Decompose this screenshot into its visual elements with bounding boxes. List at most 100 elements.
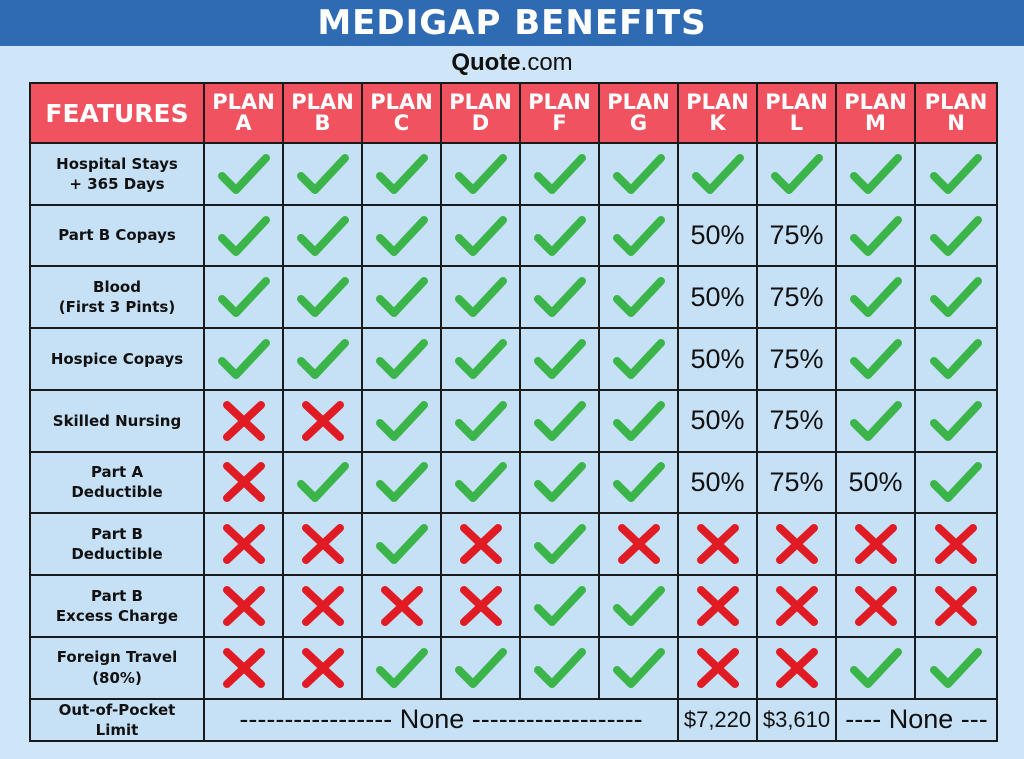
checkmark-cell bbox=[835, 327, 916, 391]
feature-label: Part A Deductible bbox=[29, 450, 205, 515]
checkmark-icon bbox=[205, 152, 282, 196]
coverage-percent: 50% bbox=[677, 203, 758, 268]
checkmark-cell bbox=[598, 450, 679, 515]
checkmark-cell bbox=[440, 142, 521, 206]
x-mark-cell bbox=[203, 512, 284, 577]
checkmark-icon bbox=[363, 646, 440, 690]
checkmark-cell bbox=[598, 574, 679, 638]
x-mark-icon bbox=[679, 584, 756, 628]
checkmark-icon bbox=[284, 337, 361, 381]
plan-header-line1: PLAN bbox=[212, 90, 275, 114]
checkmark-cell bbox=[914, 635, 998, 700]
checkmark-cell bbox=[440, 450, 521, 515]
checkmark-icon bbox=[363, 152, 440, 196]
plan-header-line1: PLAN bbox=[844, 90, 907, 114]
plan-header: PLAN G bbox=[598, 82, 679, 144]
x-mark-cell bbox=[282, 512, 363, 577]
dash-line: --- bbox=[960, 704, 988, 735]
coverage-percent: 75% bbox=[756, 265, 837, 330]
checkmark-icon bbox=[363, 275, 440, 319]
checkmark-icon bbox=[521, 646, 598, 690]
checkmark-cell bbox=[361, 450, 442, 515]
checkmark-icon bbox=[916, 337, 996, 381]
checkmark-icon bbox=[284, 214, 361, 258]
table-row: Foreign Travel (80%) bbox=[29, 635, 998, 700]
checkmark-icon bbox=[916, 460, 996, 504]
x-mark-cell bbox=[282, 388, 363, 453]
checkmark-cell bbox=[519, 574, 600, 638]
x-mark-cell bbox=[914, 512, 998, 577]
checkmark-icon bbox=[205, 214, 282, 258]
checkmark-icon bbox=[837, 646, 914, 690]
none-label: None bbox=[399, 704, 465, 735]
table-row: Part B Excess Charge bbox=[29, 574, 998, 638]
checkmark-icon bbox=[363, 337, 440, 381]
plan-header-letter: A bbox=[235, 111, 252, 135]
checkmark-icon bbox=[205, 275, 282, 319]
brand-domain: .com bbox=[520, 49, 573, 76]
checkmark-icon bbox=[521, 337, 598, 381]
checkmark-icon bbox=[837, 214, 914, 258]
table-row: Hospital Stays + 365 Days bbox=[29, 142, 998, 206]
checkmark-cell bbox=[914, 142, 998, 206]
x-mark-icon bbox=[205, 646, 282, 690]
feature-label-line: (First 3 Pints) bbox=[58, 298, 176, 317]
none-label: None bbox=[888, 704, 954, 735]
checkmark-icon bbox=[600, 337, 677, 381]
out-of-pocket-row: Out-of-Pocket Limit ----------------- No… bbox=[29, 697, 998, 742]
feature-label-line: Skilled Nursing bbox=[52, 411, 182, 430]
x-mark-icon bbox=[679, 646, 756, 690]
x-mark-icon bbox=[442, 522, 519, 566]
feature-label-line: Part B bbox=[91, 586, 143, 605]
feature-label: Hospice Copays bbox=[29, 327, 205, 391]
checkmark-cell bbox=[361, 327, 442, 391]
feature-label-line: Part B Copays bbox=[58, 226, 176, 245]
checkmark-cell bbox=[440, 203, 521, 268]
plan-header: PLAN L bbox=[756, 82, 837, 144]
checkmark-icon bbox=[284, 152, 361, 196]
features-header: FEATURES bbox=[29, 82, 205, 144]
feature-label: Part B Copays bbox=[29, 203, 205, 268]
x-mark-icon bbox=[284, 646, 361, 690]
table-row: Skilled Nursing 50% 75% bbox=[29, 388, 998, 453]
dash-line: ------------------- bbox=[471, 704, 643, 735]
checkmark-icon bbox=[916, 152, 996, 196]
feature-label-line: Part A bbox=[90, 463, 144, 482]
checkmark-cell bbox=[203, 203, 284, 268]
checkmark-icon bbox=[363, 399, 440, 443]
plan-header-letter: L bbox=[789, 111, 804, 135]
checkmark-cell bbox=[519, 450, 600, 515]
checkmark-cell bbox=[914, 388, 998, 453]
plan-header-letter: G bbox=[629, 111, 648, 135]
checkmark-cell bbox=[440, 388, 521, 453]
table-row: Part B Deductible bbox=[29, 512, 998, 577]
checkmark-icon bbox=[363, 522, 440, 566]
checkmark-icon bbox=[600, 214, 677, 258]
x-mark-cell bbox=[677, 512, 758, 577]
oop-plan-k-value: $7,220 bbox=[677, 697, 758, 742]
checkmark-icon bbox=[521, 522, 598, 566]
plan-header-line1: PLAN bbox=[924, 90, 988, 114]
coverage-percent: 50% bbox=[677, 327, 758, 391]
checkmark-icon bbox=[442, 460, 519, 504]
checkmark-cell bbox=[519, 142, 600, 206]
checkmark-icon bbox=[837, 337, 914, 381]
checkmark-cell bbox=[519, 388, 600, 453]
plan-header-line1: PLAN bbox=[765, 90, 828, 114]
checkmark-icon bbox=[600, 275, 677, 319]
x-mark-icon bbox=[758, 584, 835, 628]
x-mark-icon bbox=[363, 584, 440, 628]
x-mark-cell bbox=[756, 512, 837, 577]
coverage-percent: 75% bbox=[756, 327, 837, 391]
coverage-percent: 75% bbox=[756, 450, 837, 515]
x-mark-cell bbox=[835, 512, 916, 577]
checkmark-cell bbox=[598, 327, 679, 391]
medigap-comparison-table: FEATURES PLAN A PLAN B PLAN C PLAN D PLAN F P… bbox=[29, 82, 998, 742]
checkmark-cell bbox=[203, 265, 284, 330]
coverage-percent: 50% bbox=[677, 265, 758, 330]
plan-header-line1: PLAN bbox=[370, 90, 433, 114]
checkmark-cell bbox=[914, 327, 998, 391]
checkmark-icon bbox=[442, 214, 519, 258]
checkmark-cell bbox=[440, 327, 521, 391]
plan-header-line1: PLAN bbox=[291, 90, 354, 114]
